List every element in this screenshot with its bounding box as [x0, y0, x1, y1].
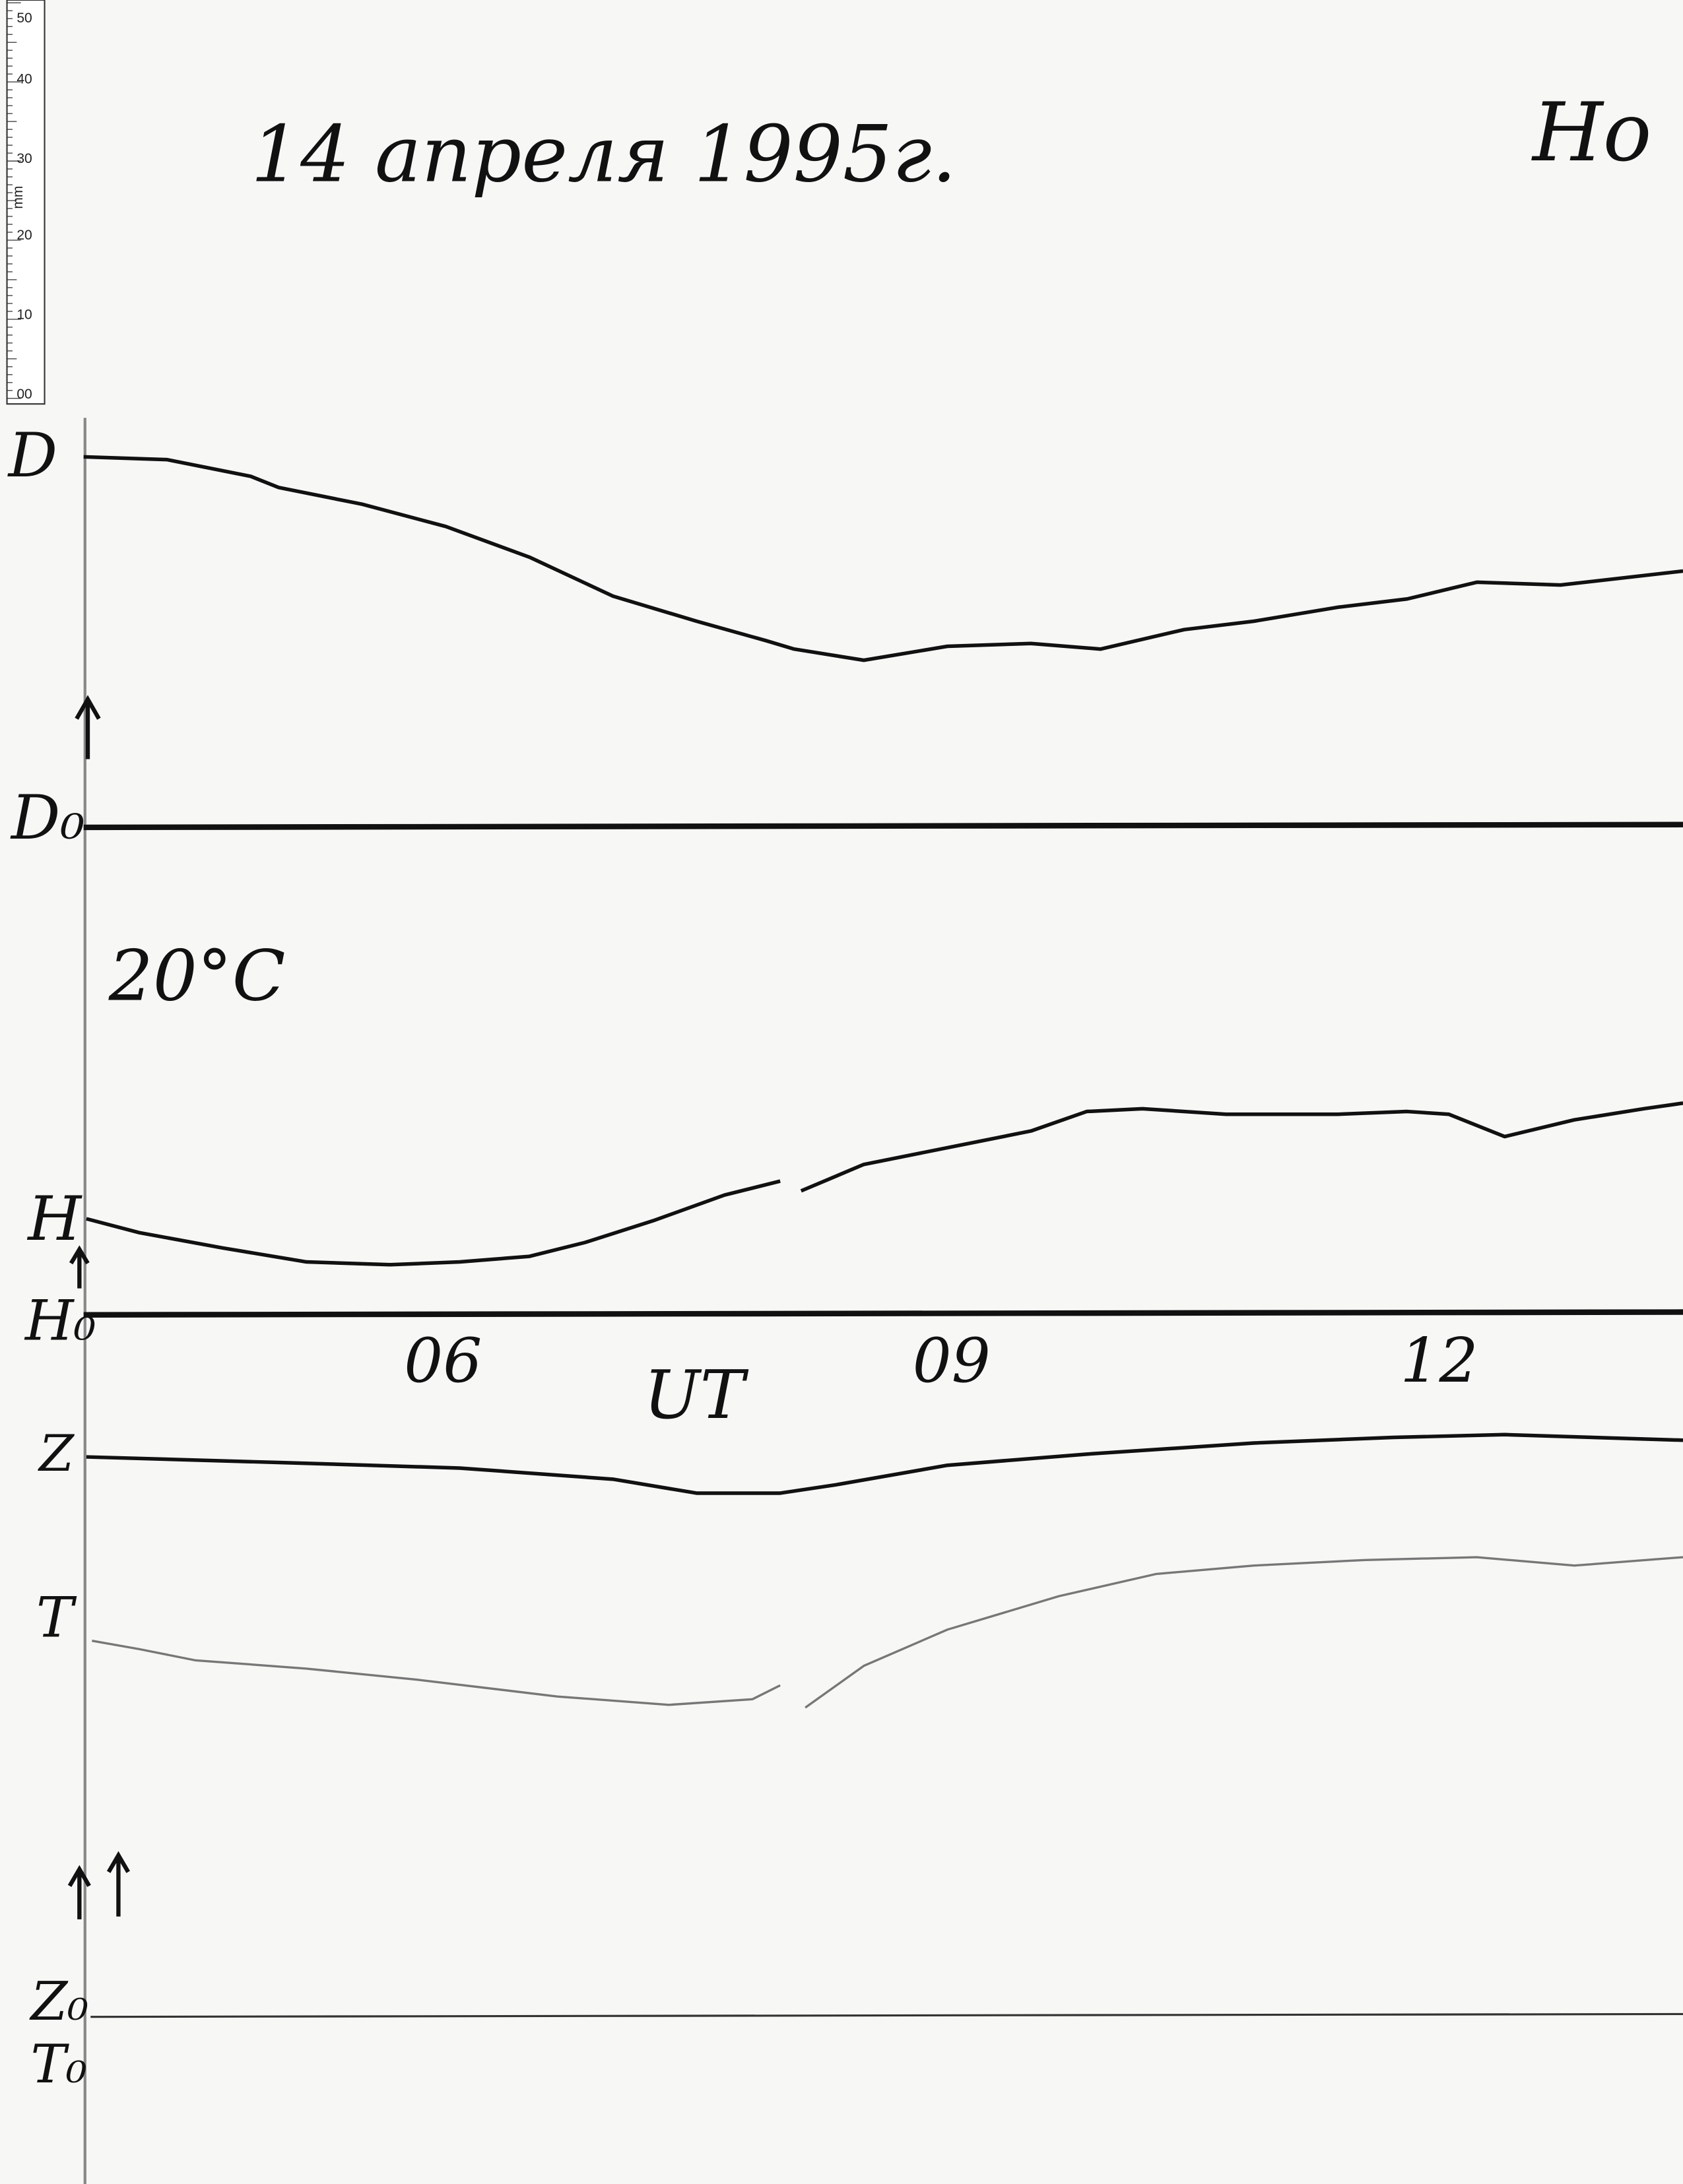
arrow: [75, 695, 101, 759]
baseline-label: T₀: [30, 2034, 87, 2095]
baseline-label: D₀: [10, 782, 85, 853]
arrow: [106, 1851, 130, 1917]
ruler-label: 00: [16, 387, 32, 402]
ruler-body: [6, 0, 46, 405]
trace-label: H: [26, 1183, 82, 1254]
ruler-label: 40: [16, 72, 32, 87]
ruler-label: 30: [16, 151, 32, 166]
time-tick: 12: [1400, 1325, 1478, 1396]
time-tick: 09: [913, 1325, 991, 1396]
h-trace: [86, 1179, 781, 1267]
title: 14 апреля 1995г.: [251, 108, 956, 199]
ruler-label: 50: [16, 11, 32, 26]
ruler-label: 20: [16, 228, 32, 243]
trace-label: T: [36, 1585, 77, 1650]
baseline-label: Z₀: [28, 1971, 88, 2032]
arrows: [67, 695, 130, 1919]
time-axis-label: UT: [644, 1356, 748, 1434]
arrow: [67, 1865, 91, 1919]
ruler-unit: mm: [11, 186, 26, 209]
ruler-label: 10: [16, 307, 32, 322]
z-trace: [86, 1432, 1683, 1495]
baseline-label: H₀: [24, 1289, 96, 1353]
d-trace: [83, 455, 1683, 662]
d-baseline: [83, 821, 1683, 831]
temperature: 20°C: [108, 936, 286, 1017]
arrow: [69, 1245, 90, 1289]
h-baseline: [83, 1309, 1683, 1318]
zt-baseline: [90, 2012, 1683, 2018]
ruler-ticks: [7, 2, 21, 399]
ruler: 50 40 30 20 10 00 mm: [6, 0, 46, 405]
t-trace: [805, 1556, 1683, 1709]
trace-label: D: [7, 420, 57, 491]
time-tick: 06: [404, 1325, 482, 1396]
trace-label: Z: [38, 1424, 75, 1483]
t-trace: [92, 1640, 781, 1706]
station: Но: [1531, 85, 1651, 179]
h-trace: [800, 1101, 1683, 1193]
